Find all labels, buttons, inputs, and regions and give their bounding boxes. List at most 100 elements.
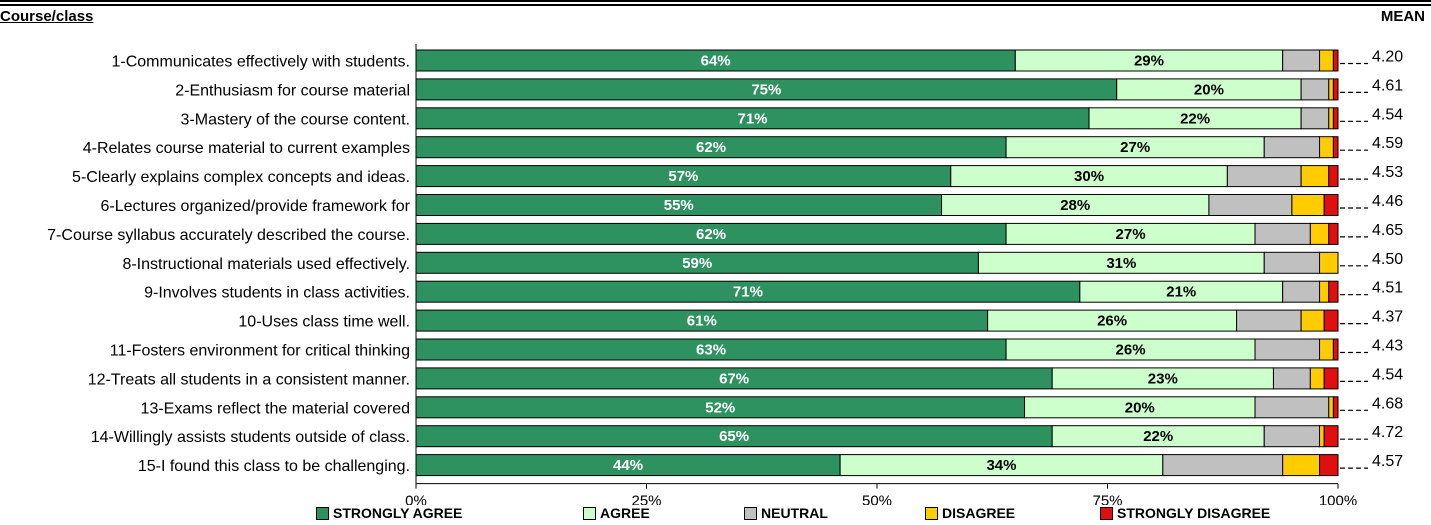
bar-segment-disagree [1309,222,1330,245]
data-label: 30% [1074,168,1104,185]
data-label: 59% [682,255,712,272]
x-tick-label: 0% [405,493,427,505]
data-label: 52% [705,399,735,416]
data-label: 27% [1116,226,1146,243]
legend: STRONGLY AGREE AGREE NEUTRAL DISAGREE STRONG… [0,505,1431,523]
legend-swatch [583,506,596,520]
bar-segment-neutral [1263,251,1321,274]
bar-segment-strongly-disagree [1328,165,1339,188]
bar-segment-disagree [1309,367,1325,390]
bar-segment-neutral [1236,309,1302,332]
data-label: 71% [738,110,768,127]
data-label: 26% [1116,342,1146,359]
bar-segment-disagree [1319,425,1325,448]
legend-item: STRONGLY DISAGREE [1100,505,1270,521]
mean-value: 4.61 [1372,77,1403,94]
top-rule [0,0,1431,2]
data-label: 20% [1125,399,1155,416]
legend-label: DISAGREE [942,505,1016,521]
mean-value: 4.46 [1372,193,1403,210]
mean-value: 4.20 [1372,49,1403,66]
x-tick-label: 100% [1319,493,1357,505]
data-label: 26% [1097,313,1127,330]
category-label: 3-Mastery of the course content. [181,111,410,128]
data-label: 22% [1180,110,1210,127]
bar-segment-neutral [1208,194,1293,216]
category-label: 4-Relates course material to current exa… [83,140,410,157]
category-label: 12-Treats all students in a consistent m… [88,371,410,388]
legend-item: AGREE [583,505,650,521]
legend-swatch [1100,506,1113,520]
data-label: 57% [668,168,698,185]
data-label: 22% [1143,428,1173,445]
bar-segment-disagree [1300,309,1325,332]
bar-segment-neutral [1254,396,1330,419]
bar-segment-disagree [1291,194,1325,216]
mean-column-header: MEAN [1380,8,1425,25]
legend-item: STRONGLY AGREE [316,505,462,521]
mean-value: 4.72 [1372,424,1403,441]
bar-segment-disagree [1328,78,1334,101]
category-label: 14-Willingly assists students outside of… [91,429,410,446]
bar-segment-strongly-disagree [1332,338,1339,361]
data-label: 28% [1060,197,1090,214]
bar-segment-strongly-disagree [1332,136,1339,159]
mean-value: 4.54 [1372,106,1403,123]
legend-label: AGREE [600,505,650,521]
mean-value: 4.51 [1372,280,1403,297]
data-label: 29% [1134,53,1164,70]
category-label: 8-Instructional materials used effective… [122,256,410,273]
bar-segment-neutral [1282,49,1321,72]
bar-segment-strongly-disagree [1332,49,1339,72]
bar-segment-strongly-disagree [1332,107,1339,130]
bar-segment-disagree [1328,396,1334,419]
data-label: 55% [664,197,694,214]
data-label: 27% [1120,139,1150,156]
section-title: Course/class [0,8,94,25]
category-label: 6-Lectures organized/provide framework f… [101,198,411,215]
category-label: 11-Fosters environment for critical thin… [110,343,410,360]
bar-segment-strongly-disagree [1332,396,1339,419]
legend-swatch [316,506,329,520]
mean-value: 4.53 [1372,164,1403,181]
bar-segment-strongly-disagree [1323,194,1339,216]
bar-segment-neutral [1226,165,1302,188]
data-label: 62% [696,226,726,243]
bar-segment-disagree [1319,280,1330,303]
legend-item: NEUTRAL [744,505,828,521]
top-rule-2 [0,4,1431,6]
data-label: 34% [986,457,1016,474]
category-label: 7-Course syllabus accurately described t… [47,227,410,244]
bar-segment-strongly-disagree [1328,280,1339,303]
category-label: 10-Uses class time well. [238,314,410,331]
bar-segment-disagree [1282,454,1321,477]
bar-segment-strongly-disagree [1328,222,1339,245]
data-label: 63% [696,342,726,359]
legend-swatch [744,506,757,520]
bar-segment-disagree [1300,165,1330,188]
mean-value: 4.50 [1372,251,1403,268]
data-label: 20% [1194,81,1224,98]
bar-segment-disagree [1328,107,1334,130]
data-label: 64% [701,53,731,70]
bar-segment-strongly-disagree [1323,309,1339,332]
data-label: 44% [613,457,643,474]
bar-segment-neutral [1300,107,1330,130]
data-label: 31% [1106,255,1136,272]
bar-segment-neutral [1162,454,1284,477]
data-label: 61% [687,313,717,330]
data-label: 23% [1148,370,1178,387]
x-tick-label: 50% [862,493,892,505]
data-label: 21% [1166,284,1196,301]
bar-segment-disagree [1319,251,1339,274]
x-tick-label: 25% [631,493,661,505]
category-label: 2-Enthusiasm for course material [175,82,410,99]
category-label: 5-Clearly explains complex concepts and … [72,169,410,186]
bar-segment-neutral [1254,338,1321,361]
mean-value: 4.57 [1372,453,1403,470]
bar-segment-strongly-disagree [1323,367,1339,390]
legend-label: STRONGLY DISAGREE [1117,505,1271,521]
legend-item: DISAGREE [925,505,1015,521]
data-label: 67% [719,370,749,387]
bar-segment-neutral [1282,280,1321,303]
